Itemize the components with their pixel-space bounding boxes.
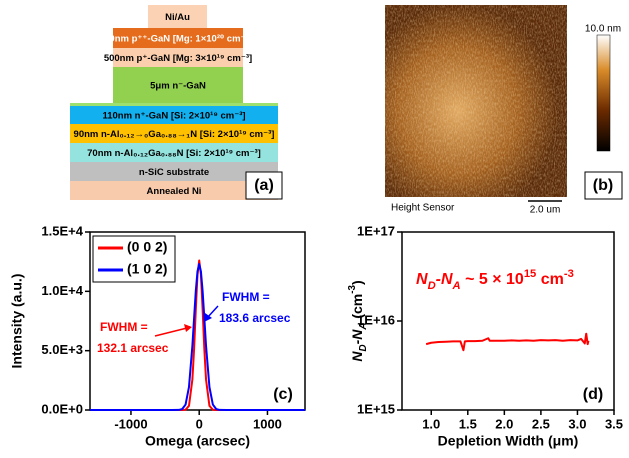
afm-texture [385, 5, 567, 197]
x-tick-label: 1.5 [459, 416, 477, 431]
x-tick-label: 2.0 [495, 416, 513, 431]
layer-label: 70nm n-Al₀.₁₂Ga₀.₈₈N [Si: 2×10¹⁹ cm⁻³] [87, 148, 261, 159]
x-axis-label: Omega (arcsec) [145, 433, 250, 449]
text-part: -3 [564, 268, 574, 280]
annotation: 183.6 arcsec [219, 311, 291, 325]
x-tick-label: 3.0 [568, 416, 586, 431]
arrow [155, 328, 187, 336]
panel-label: (a) [254, 177, 274, 194]
x-tick-label: 1.0 [422, 416, 440, 431]
layer-label: n-SiC substrate [139, 167, 209, 178]
text-part: (cm [349, 294, 365, 323]
layer-label: Annealed Ni [147, 186, 202, 197]
text-part: 15 [524, 268, 536, 280]
x-tick-label: 2.5 [532, 416, 550, 431]
afm-panel: 10.0 nm Height Sensor 2.0 um (b) [385, 5, 622, 216]
annotation: FWHM = [222, 290, 270, 304]
y-tick-label: 1.0E+4 [41, 283, 83, 298]
x-tick-label: 0 [196, 416, 203, 431]
y-tick-label: 5.0E+3 [41, 342, 83, 357]
text-part: N [416, 271, 428, 288]
x-tick-label: 3.5 [605, 416, 623, 431]
arrow-head [184, 324, 192, 332]
colorbar-label: 10.0 nm [585, 24, 621, 35]
text-part: ) [349, 280, 365, 285]
text-part: cm [536, 271, 564, 288]
layer-label: 90nm n-Al₀.₁₂→₀Ga₀.₈₈→₁N [Si: 2×10¹⁹ cm⁻… [74, 129, 275, 140]
text-part: ~ 5 × 10 [461, 271, 524, 288]
data-line [426, 334, 588, 350]
y-axis-label: Intensity (a.u.) [9, 274, 25, 369]
layer-label: 5μm n⁻-GaN [150, 81, 206, 92]
y-tick-label: 1.5E+4 [41, 223, 83, 238]
x-tick-label: -1000 [114, 416, 147, 431]
legend-label: (0 0 2) [127, 239, 167, 255]
panel-label: (d) [583, 386, 603, 403]
panel-label: (c) [273, 386, 293, 403]
x-axis-label: Depletion Width (μm) [438, 433, 579, 449]
layer-label: 20nm p⁺⁺-GaN [Mg: 1×10²⁰ cm⁻³] [104, 34, 252, 45]
annotation: ND-NA ~ 5 × 1015 cm-3 [416, 268, 574, 292]
y-tick-label: 1E+17 [357, 223, 395, 238]
x-tick-label: 1000 [253, 416, 282, 431]
layer-label: 110nm n⁺-GaN [Si: 2×10¹⁹ cm⁻³] [102, 111, 245, 122]
y-tick-label: 1E+15 [357, 401, 395, 416]
text-part: -N [436, 271, 453, 288]
plot-frame [402, 232, 614, 410]
layer [70, 103, 278, 106]
annotation-arrows [155, 306, 218, 336]
layer-label: Ni/Au [165, 12, 190, 23]
legend-label: (1 0 2) [127, 261, 167, 277]
layer-stack: Ni/Au 20nm p⁺⁺-GaN [Mg: 1×10²⁰ cm⁻³] 500nm… [70, 5, 282, 200]
text-part: A [452, 280, 461, 292]
annotation: FWHM = [100, 320, 148, 334]
text-part: D [428, 280, 436, 292]
text-part: -N [349, 329, 365, 345]
y-tick-label: 0.0E+0 [41, 401, 83, 416]
text-part: A [358, 323, 369, 331]
colorbar [597, 35, 610, 151]
layer-label: 500nm p⁺-GaN [Mg: 3×10¹⁹ cm⁻³] [104, 53, 252, 64]
figure: Ni/Au 20nm p⁺⁺-GaN [Mg: 1×10²⁰ cm⁻³] 500nm… [0, 0, 629, 458]
annotation: 132.1 arcsec [97, 341, 169, 355]
image-caption: Height Sensor [391, 203, 455, 214]
text-part: D [358, 344, 369, 351]
panel-label: (b) [593, 177, 613, 194]
scale-bar-label: 2.0 um [530, 205, 561, 216]
